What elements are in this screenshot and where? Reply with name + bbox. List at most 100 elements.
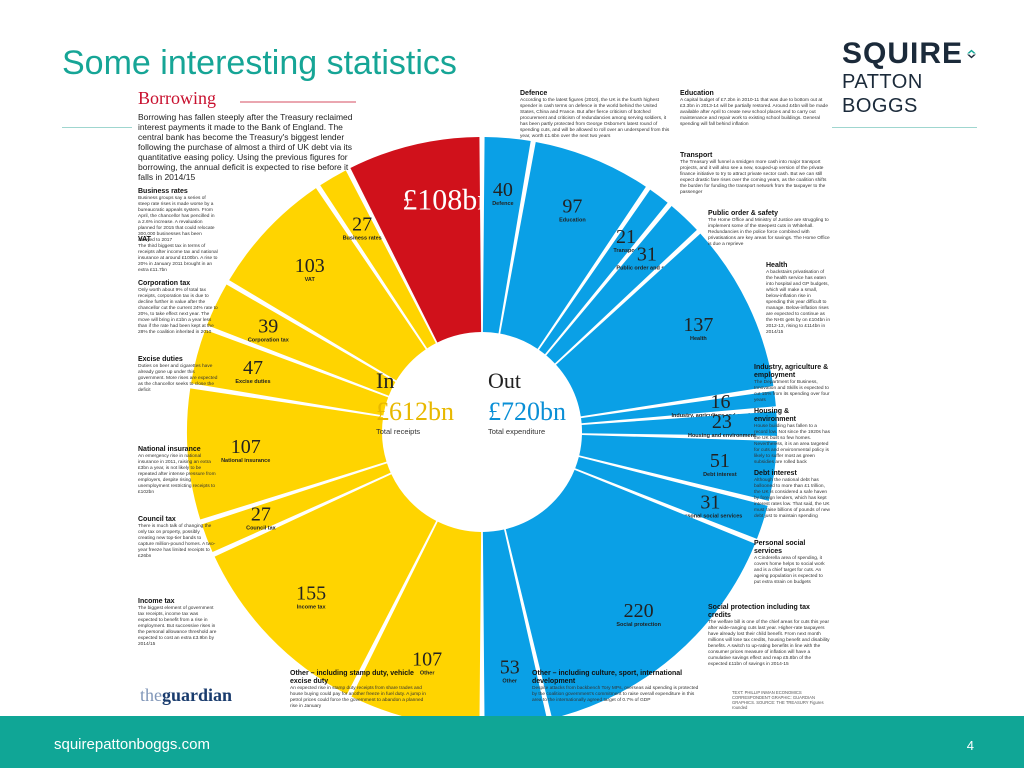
logo-arrows-icon <box>967 49 976 59</box>
receipt-annotation: Excise duties Duties on beer and cigarett… <box>138 356 218 394</box>
annotation-heading: Corporation tax <box>138 280 191 287</box>
borrowing-text: Borrowing has fallen steeply after the T… <box>138 112 353 182</box>
annotation-heading: Personal social services <box>754 540 806 555</box>
annotation-heading: Education <box>680 90 714 97</box>
spending-value-label: 16 <box>710 391 730 413</box>
receipt-category-label: Other <box>420 671 436 677</box>
annotation-heading: Industry, agriculture & employment <box>754 364 829 379</box>
annotation-heading: Other – including stamp duty, vehicle ex… <box>290 670 414 685</box>
annotation-text: An expected rise in stamp duty receipts … <box>290 686 426 709</box>
receipt-value-label: 107 <box>412 649 442 671</box>
logo-line2: PATTON BOGGS <box>842 71 923 117</box>
spending-category-label: Personal social services <box>678 514 742 520</box>
annotation-text: Despite attacks from backbench Tory MPs,… <box>532 686 699 703</box>
receipt-slice <box>201 463 391 552</box>
annotation-heading: VAT <box>138 236 151 243</box>
spending-value-label: 51 <box>710 450 730 472</box>
annotation-text: Only worth about 9% of total tax receipt… <box>138 288 218 335</box>
receipt-value-label: 103 <box>295 255 325 277</box>
spending-slice <box>505 469 756 716</box>
spending-value-label: 137 <box>683 314 713 336</box>
spending-slice <box>556 233 774 417</box>
spending-slice <box>575 457 768 539</box>
annotation-text: There is much talk of changing the only … <box>138 524 216 559</box>
guardian-logo: theguardian <box>140 685 233 705</box>
slide-title: Some interesting statistics <box>62 44 457 82</box>
spending-category-label: Debt interest <box>703 472 737 478</box>
receipt-category-label: National insurance <box>221 458 270 464</box>
spending-category-label: Other <box>502 678 518 684</box>
borrowing-slice <box>350 137 482 343</box>
spending-slice <box>546 206 697 364</box>
spending-annotation: Public order & safety The Home Office and… <box>708 210 830 248</box>
annotation-heading: Debt interest <box>754 470 797 477</box>
receipt-slice <box>191 329 389 416</box>
receipt-category-label: Income tax <box>297 604 327 610</box>
annotation-heading: Public order & safety <box>708 210 779 217</box>
center-in-total: £612bn <box>376 397 454 426</box>
annotation-text: The third biggest tax in terms of receip… <box>138 244 218 273</box>
spending-value-label: 31 <box>637 244 657 266</box>
annotation-heading: Council tax <box>138 516 176 523</box>
receipt-value-label: 27 <box>251 503 271 525</box>
annotation-text: According to the latest figures (2010), … <box>520 98 670 139</box>
receipt-slice <box>229 188 426 381</box>
annotation-text: Business groups say a series of steep ra… <box>138 196 215 243</box>
receipt-category-label: Corporation tax <box>248 338 290 344</box>
spending-value-label: 23 <box>712 411 732 433</box>
spending-category-label: Education <box>559 218 586 224</box>
annotation-heading: Defence <box>520 90 548 97</box>
annotation-text: House building has fallen to a record lo… <box>754 424 830 465</box>
receipt-category-label: VAT <box>305 277 316 283</box>
annotation-heading: Business rates <box>138 188 188 195</box>
other-receipts-annotation: Other – including stamp duty, vehicle ex… <box>290 670 428 710</box>
center-out-total: £720bn <box>488 397 566 426</box>
receipt-category-label: Business rates <box>343 236 382 242</box>
annotation-heading: National insurance <box>138 446 201 453</box>
spending-category-label: Housing and environment <box>688 433 756 439</box>
receipt-value-label: 47 <box>243 357 263 379</box>
receipt-slice <box>214 474 437 695</box>
spending-value-label: 21 <box>616 226 636 248</box>
receipt-annotation: Council tax There is much talk of changin… <box>138 516 218 560</box>
source-credit: TEXT: PHILLIP INMAN ECONOMICS CORRESPOND… <box>732 690 824 710</box>
receipt-annotation: Corporation tax Only worth about 9% of to… <box>138 280 218 336</box>
center-in-label: In <box>376 368 394 393</box>
spending-value-label: 53 <box>500 656 520 678</box>
center-in-sub: Total receipts <box>376 427 420 436</box>
annotation-heading: Other – including culture, sport, intern… <box>532 670 683 685</box>
spending-slice <box>538 189 668 355</box>
infographic: 107 Other 155 Income tax 27 Council tax 107 Nat… <box>132 84 832 716</box>
annotation-heading: Excise duties <box>138 356 183 363</box>
receipt-annotation: VAT The third biggest tax in terms of rec… <box>138 236 218 274</box>
spending-value-label: 220 <box>624 600 654 622</box>
annotation-heading: Health <box>766 262 788 269</box>
title-rule-right <box>832 127 977 128</box>
footer-bar: squirepattonboggs.com 4 <box>0 716 1024 768</box>
spending-annotation: Industry, agriculture & employment The De… <box>754 364 830 404</box>
spending-annotation: Transport The Treasury will funnel a smid… <box>680 152 830 196</box>
annotation-heading: Transport <box>680 152 713 159</box>
spending-slice <box>482 529 547 716</box>
annotation-text: Duties on beer and cigarettes have alrea… <box>138 364 218 393</box>
annotation-heading: Social protection including tax credits <box>708 604 810 619</box>
spending-category-label: Social protection <box>616 622 661 628</box>
receipt-value-label: 107 <box>231 436 261 458</box>
center-out-sub: Total expenditure <box>488 427 545 436</box>
receipt-value-label: 27 <box>352 214 372 236</box>
spending-category-label: Public order and safety <box>616 266 678 272</box>
receipt-slice <box>187 388 387 520</box>
spending-annotation: Social protection including tax credits T… <box>708 604 830 668</box>
spending-annotation: Housing & environment House building has … <box>754 408 830 466</box>
spending-slice <box>482 137 531 334</box>
footer-url[interactable]: squirepattonboggs.com <box>54 736 210 753</box>
borrowing-heading: Borrowing <box>138 88 216 108</box>
annotation-heading: Housing & environment <box>754 408 797 423</box>
spending-category-label: Health <box>690 336 707 342</box>
receipt-annotation: Income tax The biggest element of governm… <box>138 598 218 648</box>
spending-value-label: 31 <box>700 492 720 514</box>
annotation-text: A Cinderella area of spending, it covers… <box>754 556 825 585</box>
spending-annotation: Health A backstairs privatisation of the … <box>766 262 830 336</box>
spending-category-label: Defence <box>492 201 513 207</box>
